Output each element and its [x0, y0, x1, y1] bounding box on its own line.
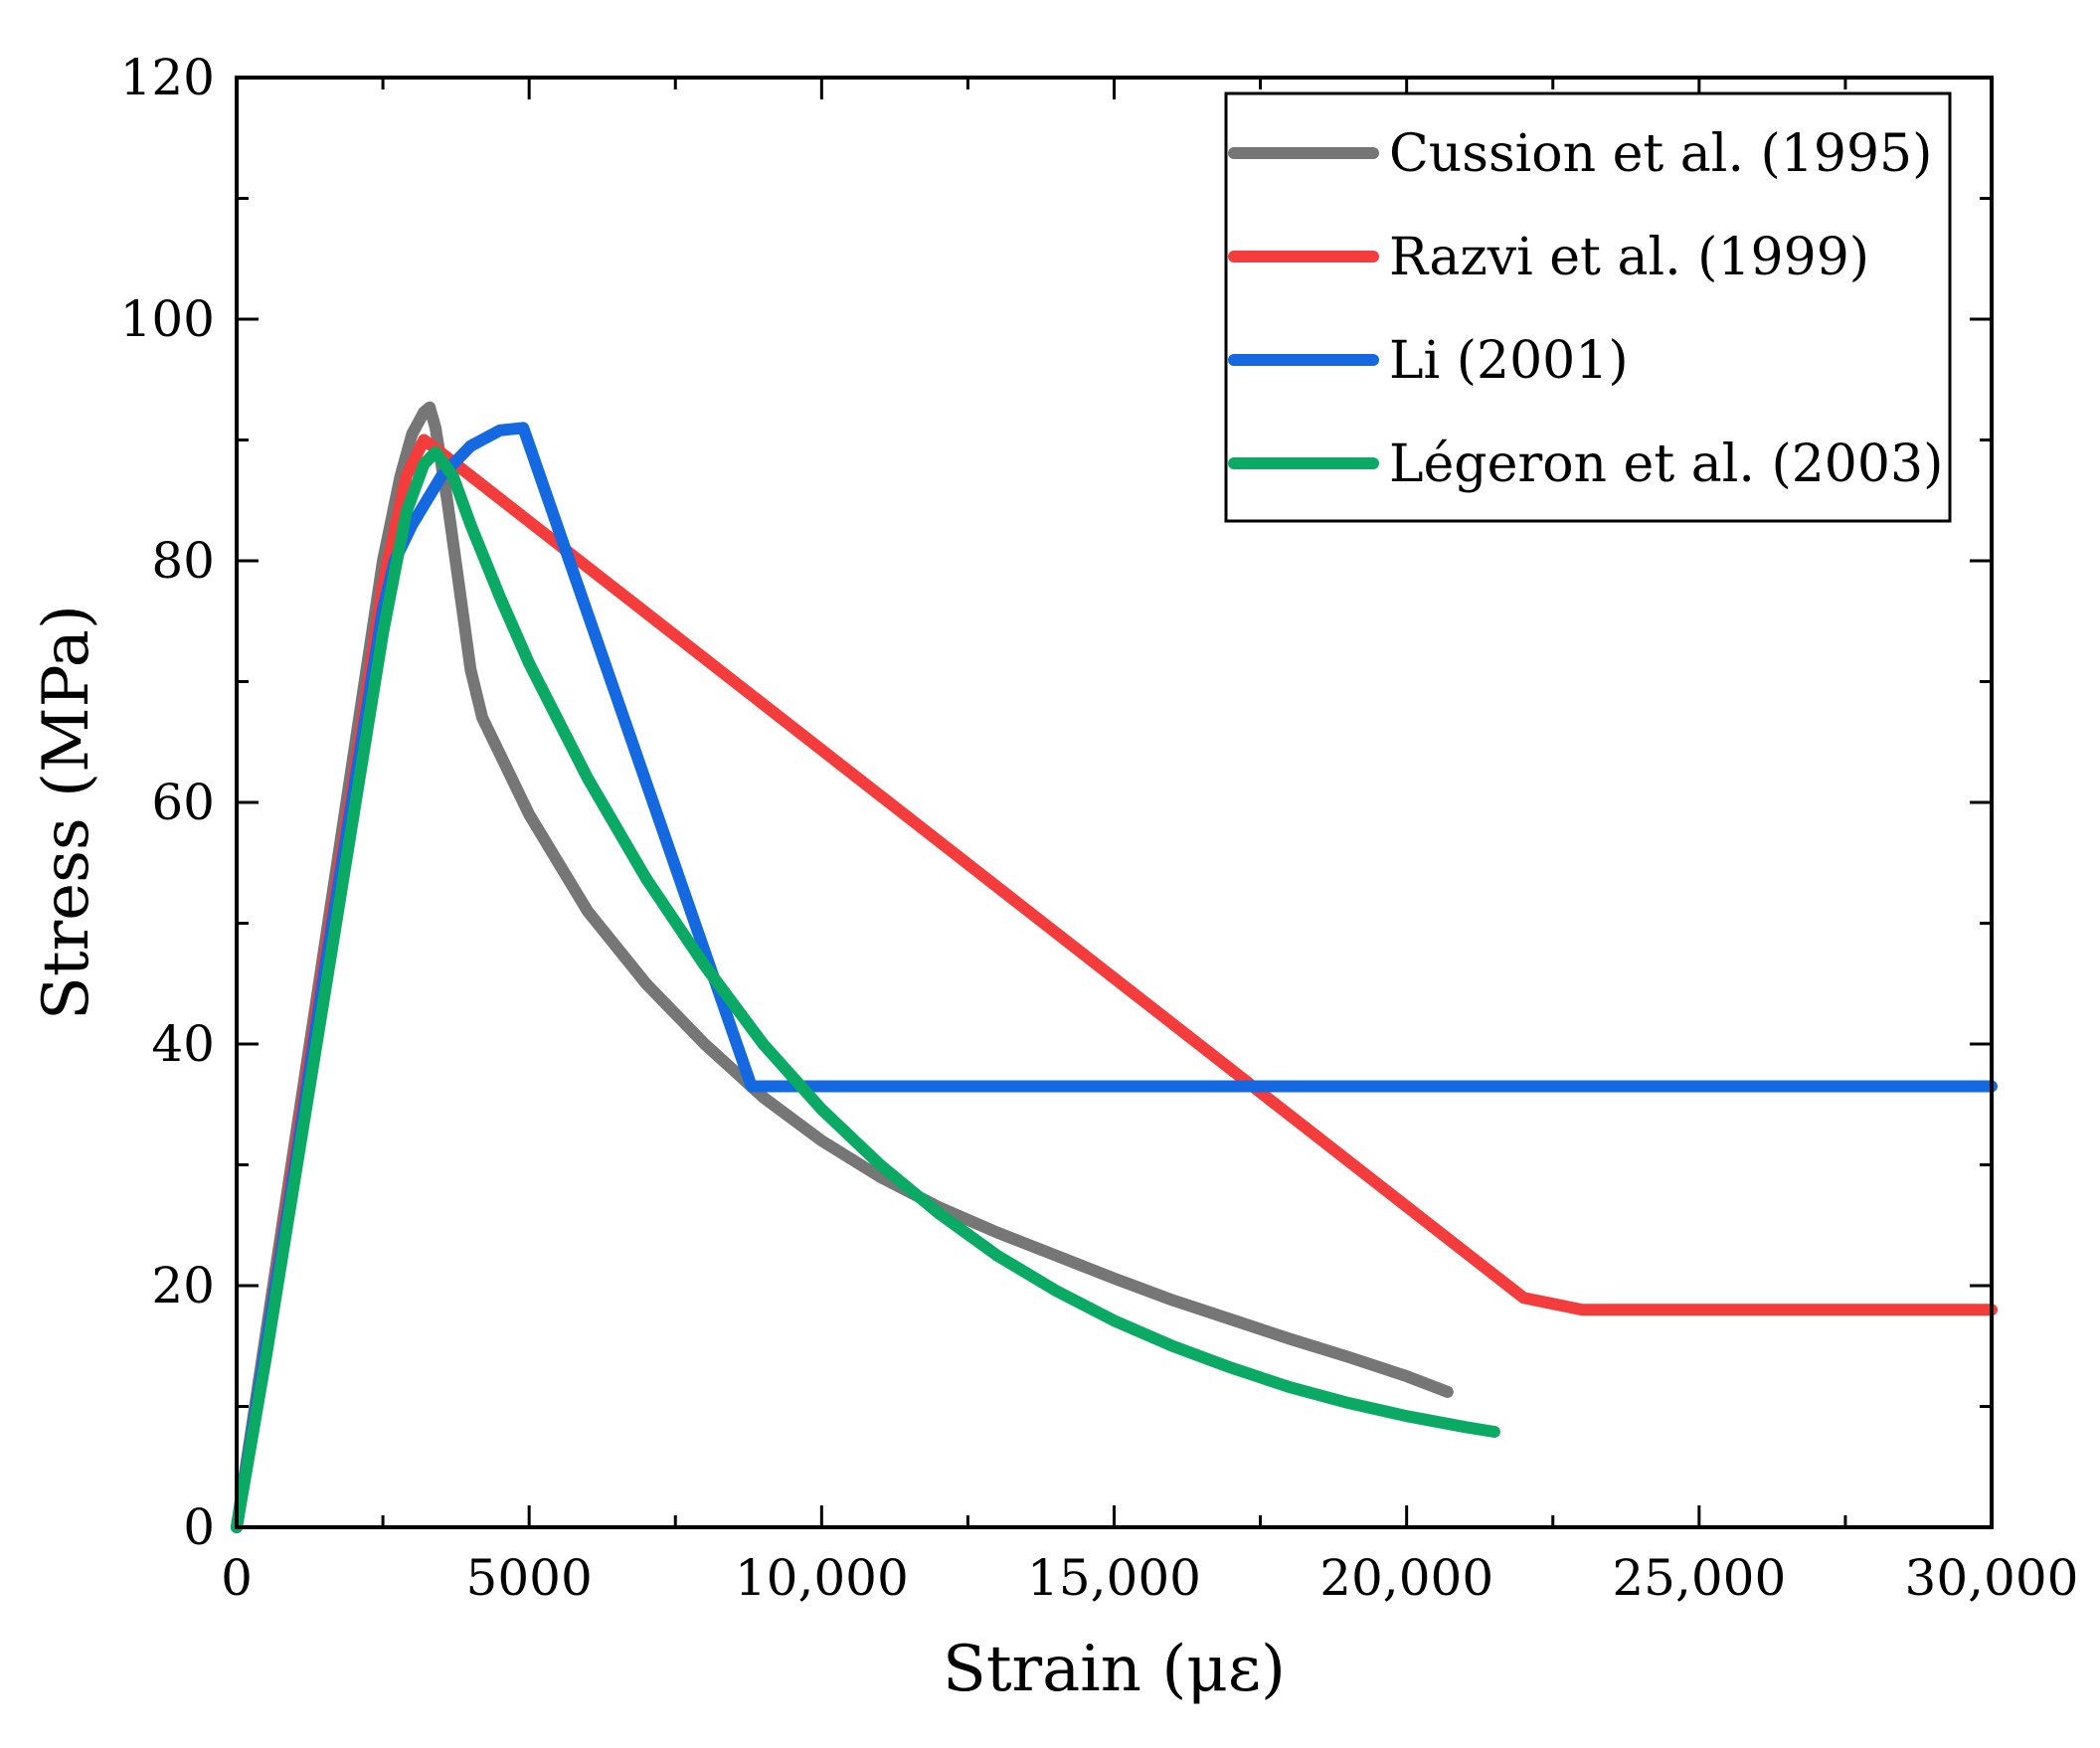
y-tick-label: 60 [151, 774, 215, 831]
x-tick-label: 25,000 [1612, 1549, 1786, 1607]
y-tick-label: 100 [120, 290, 215, 348]
series-line-1 [231, 401, 1454, 1533]
x-tick-label: 0 [221, 1549, 253, 1607]
x-tick-label: 5000 [466, 1549, 593, 1607]
legend: Cussion et al. (1995) Razvi et al. (1999)… [1224, 91, 1952, 523]
x-tick-label: 30,000 [1905, 1549, 2079, 1607]
legend-label: Li (2001) [1389, 331, 1629, 391]
x-tick-label: 10,000 [735, 1549, 909, 1607]
y-tick-label: 40 [151, 1015, 215, 1073]
legend-box [1224, 91, 1952, 523]
plot-lines [231, 401, 1998, 1533]
y-axis-title: Stress (MPa) [30, 605, 103, 1020]
y-tick-label: 0 [183, 1498, 215, 1556]
x-tick-label: 15,000 [1027, 1549, 1201, 1607]
legend-label: Légeron et al. (2003) [1389, 435, 1943, 494]
series-line-4 [231, 445, 1500, 1533]
axis-ticks [235, 76, 1994, 1529]
legend-label: Cussion et al. (1995) [1389, 124, 1932, 184]
x-axis-title: Strain (με) [943, 1633, 1286, 1706]
legend-label: Razvi et al. (1999) [1389, 228, 1869, 287]
y-tick-label: 120 [120, 49, 215, 106]
x-tick-label: 20,000 [1319, 1549, 1493, 1607]
y-tick-label: 80 [151, 532, 215, 590]
y-tick-label: 20 [151, 1257, 215, 1314]
axis-tick-labels: 0 5000 10,000 15,000 20,000 25,000 30,000 0 20 40… [120, 49, 2079, 1607]
